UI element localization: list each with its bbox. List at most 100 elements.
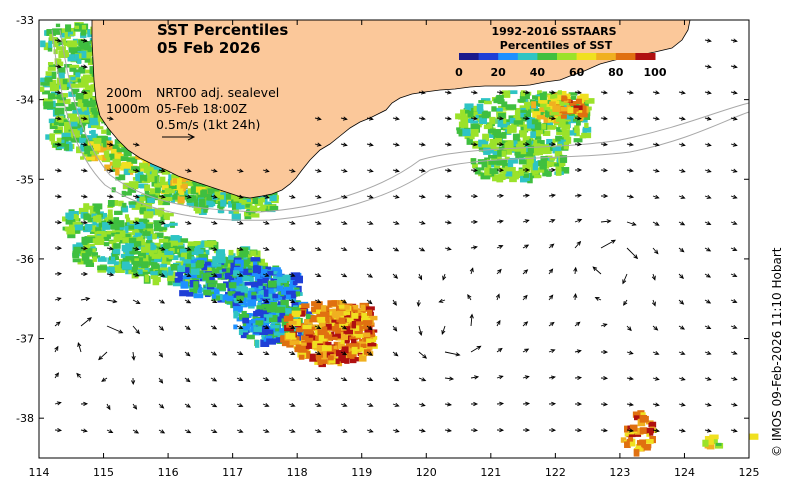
sst-pixel xyxy=(559,167,570,174)
sst-pixel xyxy=(246,205,253,214)
current-arrow xyxy=(262,377,270,381)
current-arrow xyxy=(678,376,686,381)
sst-pixel xyxy=(111,232,116,237)
sst-pixel xyxy=(72,251,80,259)
sst-pixel xyxy=(489,168,499,175)
sst-pixel xyxy=(252,283,258,292)
current-arrow xyxy=(314,168,322,173)
sst-pixel xyxy=(107,257,117,265)
sst-pixel xyxy=(119,221,124,227)
current-arrow xyxy=(548,401,557,406)
sst-pixel xyxy=(122,202,127,208)
current-arrow xyxy=(652,168,660,173)
sst-pixel xyxy=(115,176,121,181)
sst-pixel xyxy=(533,128,544,135)
sst-pixel xyxy=(187,245,195,252)
sst-pixel xyxy=(532,111,541,118)
sst-pixel xyxy=(530,149,540,156)
current-arrow xyxy=(623,299,628,306)
current-arrow xyxy=(496,268,502,275)
sst-pixel xyxy=(506,166,516,175)
current-arrow xyxy=(496,375,504,380)
current-arrow xyxy=(626,221,637,226)
sst-pixel xyxy=(276,315,287,321)
current-arrow xyxy=(704,273,712,278)
current-arrow xyxy=(106,403,111,411)
sst-pixel xyxy=(301,350,307,359)
sst-pixel xyxy=(190,268,200,275)
current-vectors xyxy=(54,38,738,434)
sst-pixel xyxy=(367,342,377,347)
current-arrow xyxy=(730,376,738,381)
sst-pixel xyxy=(267,270,274,276)
sst-pixel xyxy=(532,95,537,100)
current-arrow xyxy=(574,428,583,433)
sst-pixel xyxy=(83,91,90,100)
sst-pixel xyxy=(339,322,349,328)
sst-pixel xyxy=(163,223,170,228)
current-arrow xyxy=(106,194,114,199)
current-arrow xyxy=(626,194,635,199)
current-arrow xyxy=(158,403,165,409)
sst-pixel xyxy=(486,148,494,154)
sst-pixel xyxy=(83,214,91,221)
sst-pixel xyxy=(649,421,657,428)
current-arrow xyxy=(652,351,660,355)
sst-pixel xyxy=(119,225,125,230)
current-arrow xyxy=(574,321,581,327)
sst-pixel xyxy=(140,246,151,253)
isobath-lines xyxy=(51,29,750,221)
current-arrow xyxy=(366,116,374,121)
current-arrow xyxy=(54,220,63,225)
current-arrow xyxy=(184,351,191,357)
current-arrow xyxy=(496,219,504,224)
current-arrow xyxy=(704,142,712,147)
sst-pixel xyxy=(176,242,184,246)
sst-pixel xyxy=(241,328,249,335)
sst-pixel xyxy=(107,209,113,217)
current-arrow xyxy=(444,428,452,433)
sst-pixel xyxy=(134,241,142,247)
sst-pixel xyxy=(333,341,341,346)
sst-pixel xyxy=(96,235,105,242)
sst-pixel xyxy=(204,240,214,248)
sst-pixel xyxy=(239,199,247,207)
sst-pixel xyxy=(239,252,246,260)
sst-pixel xyxy=(262,314,272,323)
sst-pixel xyxy=(284,324,294,332)
sst-pixel xyxy=(78,39,88,47)
current-arrow xyxy=(678,273,684,280)
current-arrow xyxy=(626,168,634,173)
sst-pixel xyxy=(538,160,547,166)
current-arrow xyxy=(366,220,374,225)
sst-pixel xyxy=(124,222,135,230)
current-arrow xyxy=(54,321,61,327)
sst-pixel xyxy=(255,320,264,325)
y-tick-label: -34 xyxy=(16,94,34,107)
sst-pixel xyxy=(360,343,368,350)
current-arrow xyxy=(340,428,348,433)
sst-pixel xyxy=(97,155,103,161)
sst-pixel xyxy=(262,310,272,318)
sst-pixel xyxy=(185,263,192,270)
sst-pixel xyxy=(234,293,242,298)
current-arrow xyxy=(730,64,738,69)
current-arrow xyxy=(678,142,686,147)
current-arrow xyxy=(600,193,609,199)
current-arrow xyxy=(600,428,609,433)
sst-pixel xyxy=(91,213,101,218)
x-tick-label: 125 xyxy=(739,466,760,479)
sst-pixel xyxy=(227,291,236,295)
sst-pixel xyxy=(327,355,334,361)
sst-pixel xyxy=(108,219,113,225)
current-arrow xyxy=(262,246,270,251)
sst-pixel xyxy=(117,149,122,156)
sst-pixel xyxy=(192,275,199,282)
sst-pixel xyxy=(250,318,260,324)
sst-pixel xyxy=(328,336,338,340)
sst-pixel xyxy=(334,311,340,315)
current-arrow xyxy=(392,220,400,225)
sst-pixel xyxy=(327,322,338,329)
sst-pixel xyxy=(544,157,554,162)
sst-pixel xyxy=(534,148,544,156)
